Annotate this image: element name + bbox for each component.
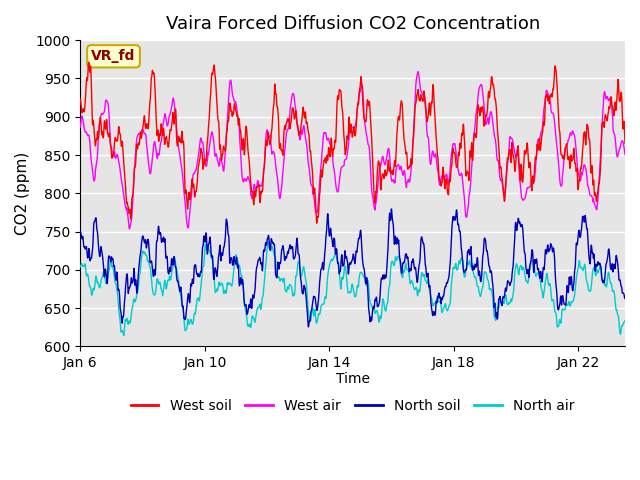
Y-axis label: CO2 (ppm): CO2 (ppm): [15, 152, 30, 235]
Text: VR_fd: VR_fd: [92, 49, 136, 63]
Title: Vaira Forced Diffusion CO2 Concentration: Vaira Forced Diffusion CO2 Concentration: [166, 15, 540, 33]
X-axis label: Time: Time: [336, 372, 370, 385]
Legend: West soil, West air, North soil, North air: West soil, West air, North soil, North a…: [125, 393, 580, 419]
